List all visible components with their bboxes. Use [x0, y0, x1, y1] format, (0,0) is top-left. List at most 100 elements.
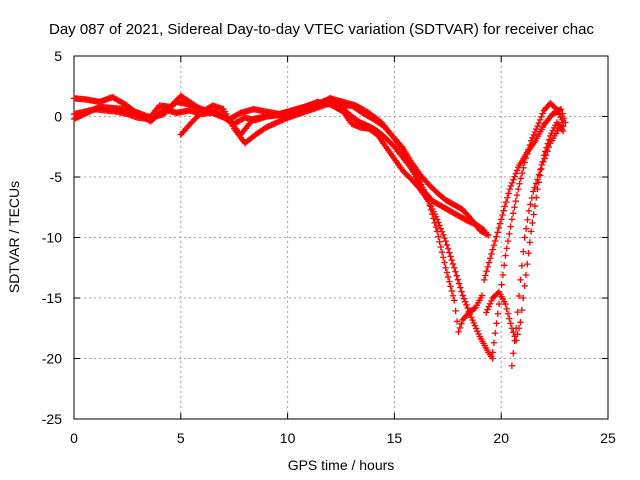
- series-track-c: [70, 98, 496, 362]
- data-point: [557, 106, 565, 113]
- data-point: [529, 134, 536, 141]
- data-point: [483, 231, 491, 238]
- data-point: [453, 318, 461, 325]
- data-point: [455, 328, 462, 336]
- data-point: [449, 260, 457, 268]
- data-point: [444, 273, 452, 281]
- data-point: [518, 169, 526, 177]
- data-point: [503, 245, 510, 252]
- data-point: [507, 320, 514, 327]
- data-point: [518, 306, 526, 314]
- data-point: [504, 310, 512, 317]
- data-point: [490, 339, 498, 346]
- data-point: [506, 185, 513, 193]
- axis-ticks: 0 5 10 15 20 25 5 0 -5 -10 -15 -20 -25: [42, 48, 616, 446]
- data-point: [449, 292, 457, 299]
- data-point: [442, 264, 449, 271]
- data-point: [480, 276, 488, 284]
- data-point: [504, 237, 512, 245]
- data-point: [484, 263, 491, 271]
- data-point: [527, 201, 534, 208]
- data-point: [446, 249, 453, 256]
- data-point: [506, 315, 513, 322]
- data-point: [426, 202, 433, 209]
- data-point: [482, 272, 489, 279]
- data-point: [498, 216, 505, 223]
- data-point: [489, 349, 496, 356]
- series-track-d: [177, 95, 486, 336]
- x-tick-label: 25: [600, 430, 616, 446]
- data-point: [509, 210, 517, 217]
- data-point: [437, 243, 444, 251]
- data-point: [463, 301, 470, 309]
- data-point: [440, 231, 447, 239]
- data-point: [457, 284, 464, 291]
- data-point: [518, 262, 526, 269]
- data-point: [495, 224, 502, 232]
- y-tick-label: 5: [54, 48, 62, 64]
- data-point: [478, 292, 486, 299]
- data-point: [459, 292, 466, 299]
- data-point: [502, 252, 509, 259]
- data-point: [538, 113, 545, 120]
- data-point: [504, 194, 511, 201]
- data-point: [460, 295, 468, 302]
- chart-title: Day 087 of 2021, Sidereal Day-to-day VTE…: [49, 21, 594, 38]
- data-point: [433, 216, 441, 223]
- data-point: [437, 225, 444, 232]
- data-point: [488, 297, 495, 305]
- data-point: [453, 272, 460, 279]
- data-point: [541, 155, 548, 162]
- data-point: [521, 282, 528, 290]
- data-point: [488, 250, 495, 258]
- data-point: [559, 110, 566, 117]
- data-point: [511, 337, 518, 344]
- data-point: [522, 225, 530, 232]
- data-point: [443, 241, 451, 249]
- data-point: [537, 166, 544, 173]
- data-point: [529, 219, 536, 227]
- data-point: [505, 190, 512, 197]
- data-points: [70, 92, 569, 369]
- data-point: [539, 110, 546, 117]
- data-point: [446, 278, 453, 285]
- data-point: [456, 324, 464, 332]
- data-point: [471, 305, 478, 312]
- data-point: [516, 180, 523, 187]
- data-point: [512, 198, 519, 205]
- data-point: [489, 355, 496, 362]
- data-point: [398, 143, 405, 150]
- data-point: [454, 276, 462, 283]
- data-point: [484, 306, 491, 313]
- data-point: [448, 287, 455, 295]
- data-point: [545, 143, 553, 151]
- data-point: [520, 248, 527, 255]
- data-point: [496, 220, 504, 227]
- data-point: [524, 260, 531, 268]
- data-point: [535, 171, 543, 178]
- data-point: [483, 309, 490, 316]
- data-point: [521, 234, 528, 241]
- data-point: [461, 298, 469, 306]
- data-point: [494, 229, 501, 236]
- data-point: [506, 230, 513, 238]
- data-point: [435, 233, 442, 240]
- y-axis-label: SDTVAR / TECUs: [6, 181, 22, 293]
- data-point: [451, 264, 458, 271]
- data-point: [507, 182, 515, 190]
- series-track-h: [508, 122, 567, 369]
- data-point: [517, 175, 525, 182]
- y-tick-label: -15: [42, 290, 62, 306]
- data-point: [502, 198, 510, 206]
- data-point: [500, 262, 508, 269]
- x-tick-label: 20: [493, 430, 509, 446]
- data-point: [520, 294, 527, 302]
- data-point: [455, 280, 463, 287]
- data-point: [491, 237, 499, 245]
- data-point: [485, 303, 493, 310]
- data-point: [510, 176, 517, 183]
- data-point: [531, 184, 538, 191]
- data-point: [431, 219, 438, 227]
- data-point: [501, 203, 509, 210]
